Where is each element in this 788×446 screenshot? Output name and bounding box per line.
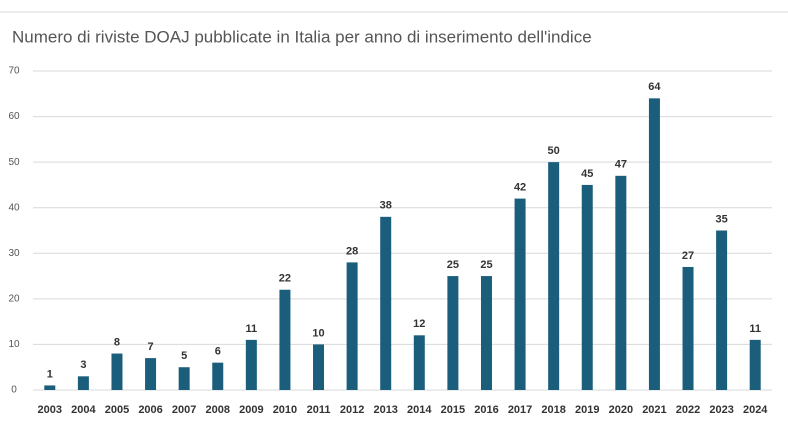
data-label: 27 <box>682 250 694 262</box>
data-label: 5 <box>181 350 187 362</box>
bar <box>716 230 728 390</box>
x-tick-label: 2018 <box>541 404 565 416</box>
y-tick-label: 0 <box>11 385 17 396</box>
data-label: 3 <box>80 359 86 371</box>
y-tick-label: 30 <box>8 248 20 259</box>
y-tick-label: 40 <box>8 202 20 213</box>
x-tick-label: 2020 <box>609 404 633 416</box>
bar <box>480 276 492 390</box>
bar <box>615 175 627 390</box>
data-label: 35 <box>715 213 727 225</box>
bar <box>145 358 157 390</box>
x-tick-label: 2010 <box>273 404 297 416</box>
data-label: 25 <box>447 259 459 271</box>
x-tick-label: 2005 <box>105 404 129 416</box>
bar <box>44 385 56 390</box>
bar <box>682 266 694 390</box>
x-tick-label: 2016 <box>474 404 498 416</box>
x-tick-label: 2021 <box>642 404 666 416</box>
bar <box>279 289 291 390</box>
data-label: 7 <box>148 341 154 353</box>
data-label: 25 <box>480 259 492 271</box>
data-label: 47 <box>615 159 627 171</box>
x-tick-label: 2015 <box>441 404 465 416</box>
x-tick-label: 2024 <box>743 404 768 416</box>
data-label: 45 <box>581 168 593 180</box>
y-tick-label: 70 <box>8 66 20 77</box>
data-label: 8 <box>114 336 120 348</box>
data-label: 38 <box>380 200 392 212</box>
data-label: 11 <box>749 323 761 335</box>
bar <box>581 184 593 390</box>
data-label: 64 <box>648 81 661 93</box>
data-label: 12 <box>413 318 425 330</box>
x-tick-label: 2007 <box>172 404 196 416</box>
x-tick-label: 2019 <box>575 404 599 416</box>
y-tick-label: 20 <box>8 293 20 304</box>
y-tick-label: 50 <box>8 157 20 168</box>
x-tick-label: 2012 <box>340 404 364 416</box>
x-tick-label: 2013 <box>373 404 397 416</box>
bar <box>245 339 257 390</box>
x-tick-label: 2008 <box>206 404 230 416</box>
bar <box>111 353 123 390</box>
data-label: 22 <box>279 273 291 285</box>
x-tick-label: 2023 <box>709 404 733 416</box>
data-label: 11 <box>246 323 258 335</box>
bar <box>514 198 526 390</box>
x-tick-label: 2009 <box>239 404 263 416</box>
x-tick-label: 2006 <box>138 404 162 416</box>
bar <box>77 376 89 390</box>
bar <box>749 339 761 390</box>
bar <box>346 262 358 390</box>
y-tick-label: 60 <box>8 111 20 122</box>
data-label: 50 <box>548 145 560 157</box>
bar <box>447 276 459 390</box>
data-label: 28 <box>346 245 358 257</box>
bar <box>648 98 660 390</box>
bar <box>413 335 425 390</box>
x-tick-label: 2011 <box>307 404 331 416</box>
chart-title: Numero di riviste DOAJ pubblicate in Ita… <box>12 27 592 46</box>
x-tick-label: 2004 <box>71 404 96 416</box>
bar <box>212 362 224 390</box>
x-tick-label: 2022 <box>676 404 700 416</box>
data-label: 1 <box>47 368 53 380</box>
data-label: 6 <box>215 346 221 358</box>
x-tick-label: 2017 <box>508 404 532 416</box>
data-label: 10 <box>312 327 324 339</box>
bar <box>178 367 190 390</box>
bar <box>380 216 392 390</box>
y-tick-label: 10 <box>8 339 20 350</box>
x-tick-label: 2003 <box>38 404 62 416</box>
bar <box>548 162 560 390</box>
bar <box>313 344 325 390</box>
data-label: 42 <box>514 182 526 194</box>
x-tick-label: 2014 <box>407 404 432 416</box>
